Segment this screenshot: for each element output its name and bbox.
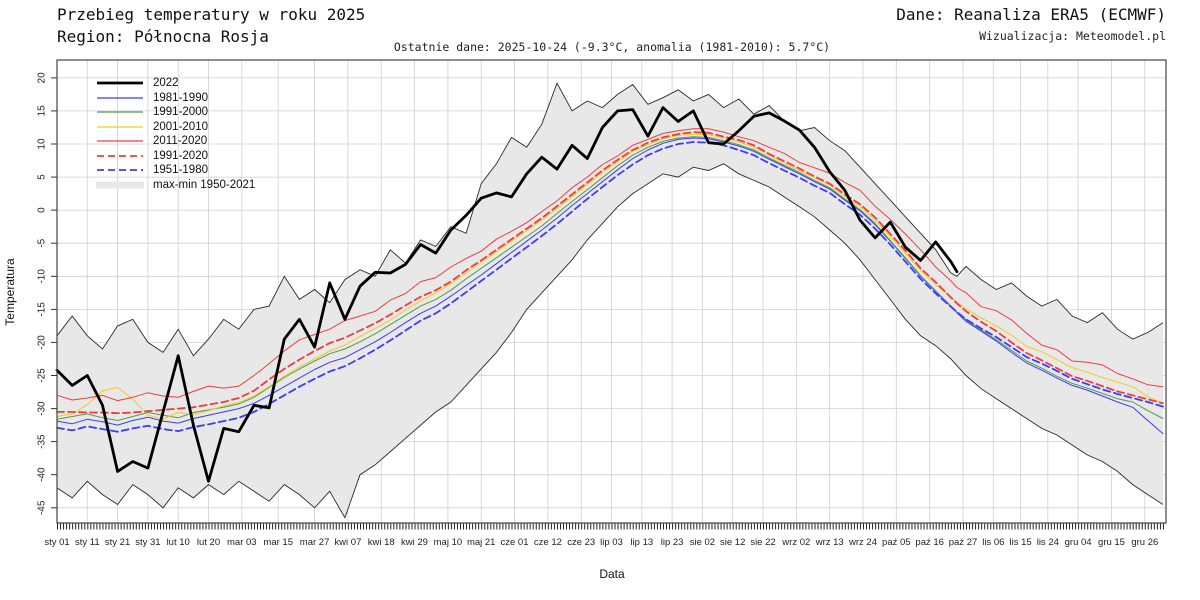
svg-text:-40: -40: [37, 467, 48, 482]
legend-item: 1991-2020: [96, 149, 255, 164]
svg-text:gru 26: gru 26: [1131, 537, 1158, 548]
data-source-label: Dane: Reanaliza ERA5 (ECMWF): [896, 5, 1166, 24]
svg-text:gru 04: gru 04: [1065, 537, 1092, 548]
svg-text:-5: -5: [37, 238, 48, 247]
svg-text:10: 10: [37, 138, 48, 150]
svg-text:mar 03: mar 03: [227, 537, 257, 548]
svg-text:sie 02: sie 02: [690, 537, 715, 548]
svg-text:-15: -15: [37, 302, 48, 317]
legend-item: 1981-1990: [96, 91, 255, 106]
legend-line-sample: [97, 111, 143, 113]
svg-text:lis 24: lis 24: [1037, 537, 1059, 548]
svg-text:gru 15: gru 15: [1098, 537, 1125, 548]
series-1991-2020: [56, 131, 1164, 415]
legend-line-sample: [97, 154, 143, 157]
last-data-note: Ostatnie dane: 2025-10-24 (-9.3°C, anoma…: [393, 40, 831, 54]
svg-text:sie 12: sie 12: [720, 537, 745, 548]
legend-item-label: 1991-2020: [153, 149, 208, 162]
svg-text:cze 23: cze 23: [567, 537, 595, 548]
svg-text:-25: -25: [37, 368, 48, 383]
svg-text:sty 21: sty 21: [105, 537, 130, 548]
series-2011-2020: [56, 128, 1164, 402]
svg-text:paź 27: paź 27: [949, 537, 978, 548]
legend-item: 1991-2000: [96, 105, 255, 120]
legend-item: 1951-1980: [96, 163, 255, 178]
svg-text:-30: -30: [37, 401, 48, 416]
svg-text:paź 05: paź 05: [882, 537, 911, 548]
legend-item: 2022: [96, 76, 255, 91]
series-2022: [55, 106, 959, 483]
page-title: Przebieg temperatury w roku 2025: [57, 5, 366, 24]
svg-text:kwi 07: kwi 07: [334, 537, 361, 548]
y-axis-title: Temperatura: [3, 258, 17, 326]
svg-text:-35: -35: [37, 434, 48, 449]
legend-band-sample: [96, 181, 144, 189]
series-2001-2010: [56, 133, 1164, 420]
svg-text:sie 22: sie 22: [750, 537, 775, 548]
svg-text:lip 03: lip 03: [600, 537, 623, 548]
svg-text:lut 20: lut 20: [197, 537, 220, 548]
svg-text:15: 15: [37, 105, 48, 117]
legend-item-label: 2022: [153, 77, 179, 89]
svg-text:maj 21: maj 21: [467, 537, 496, 548]
chart-legend: 2022 1981-1990 1991-2000 2001-2010 2011-2020…: [96, 76, 255, 192]
svg-text:lis 06: lis 06: [982, 537, 1004, 548]
svg-text:5: 5: [37, 174, 48, 180]
legend-item: 2001-2010: [96, 120, 255, 135]
band-max-line: [56, 82, 1164, 357]
legend-line-sample: [97, 126, 143, 128]
legend-line-sample: [97, 169, 143, 172]
svg-text:kwi 18: kwi 18: [368, 537, 395, 548]
svg-text:sty 01: sty 01: [44, 537, 69, 548]
svg-text:sty 31: sty 31: [135, 537, 160, 548]
region-subtitle: Region: Północna Rosja: [57, 27, 269, 46]
legend-line-sample: [97, 81, 143, 85]
svg-text:lip 23: lip 23: [661, 537, 684, 548]
svg-text:20: 20: [37, 72, 48, 84]
svg-text:wrz 13: wrz 13: [815, 537, 844, 548]
legend-item-label: 1981-1990: [153, 91, 208, 104]
series-1951-1980: [56, 141, 1164, 433]
legend-item-label: max-min 1950-2021: [153, 178, 256, 191]
x-axis-title: Data: [599, 567, 625, 581]
svg-text:lis 15: lis 15: [1010, 537, 1032, 548]
series-1991-2000: [56, 136, 1164, 421]
svg-text:kwi 29: kwi 29: [401, 537, 428, 548]
svg-text:-10: -10: [37, 269, 48, 284]
svg-text:wrz 24: wrz 24: [848, 537, 877, 548]
svg-text:lut 10: lut 10: [167, 537, 190, 548]
legend-item-label: 2001-2010: [153, 120, 208, 133]
legend-line-sample: [97, 97, 143, 99]
svg-text:0: 0: [37, 207, 48, 213]
svg-text:sty 11: sty 11: [75, 537, 100, 548]
svg-text:wrz 02: wrz 02: [781, 537, 810, 548]
legend-item-label: 1951-1980: [153, 164, 208, 176]
svg-text:mar 27: mar 27: [300, 537, 330, 548]
svg-text:lip 13: lip 13: [630, 537, 653, 548]
svg-text:cze 12: cze 12: [534, 537, 562, 548]
max-min-band: [57, 83, 1163, 518]
legend-item: max-min 1950-2021: [96, 178, 255, 193]
band-min-line: [56, 163, 1164, 519]
svg-text:-20: -20: [37, 335, 48, 350]
svg-text:cze 01: cze 01: [501, 537, 529, 548]
svg-text:paź 16: paź 16: [915, 537, 944, 548]
svg-text:-45: -45: [37, 500, 48, 515]
legend-item-label: 1991-2000: [153, 106, 208, 118]
legend-item: 2011-2020: [96, 134, 255, 149]
svg-text:mar 15: mar 15: [263, 537, 293, 548]
svg-text:maj 10: maj 10: [434, 537, 463, 548]
visualization-credit: Wizualizacja: Meteomodel.pl: [979, 29, 1166, 43]
series-1981-1990: [56, 137, 1164, 435]
legend-item-label: 2011-2020: [153, 135, 208, 147]
legend-line-sample: [97, 140, 143, 142]
